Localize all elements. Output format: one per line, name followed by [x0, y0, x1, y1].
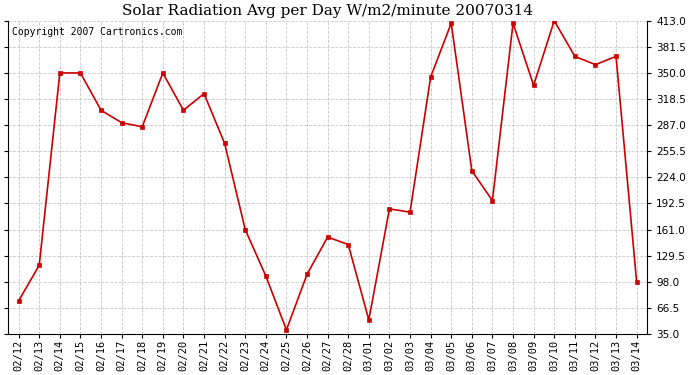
Text: Copyright 2007 Cartronics.com: Copyright 2007 Cartronics.com [12, 27, 182, 37]
Title: Solar Radiation Avg per Day W/m2/minute 20070314: Solar Radiation Avg per Day W/m2/minute … [122, 4, 533, 18]
